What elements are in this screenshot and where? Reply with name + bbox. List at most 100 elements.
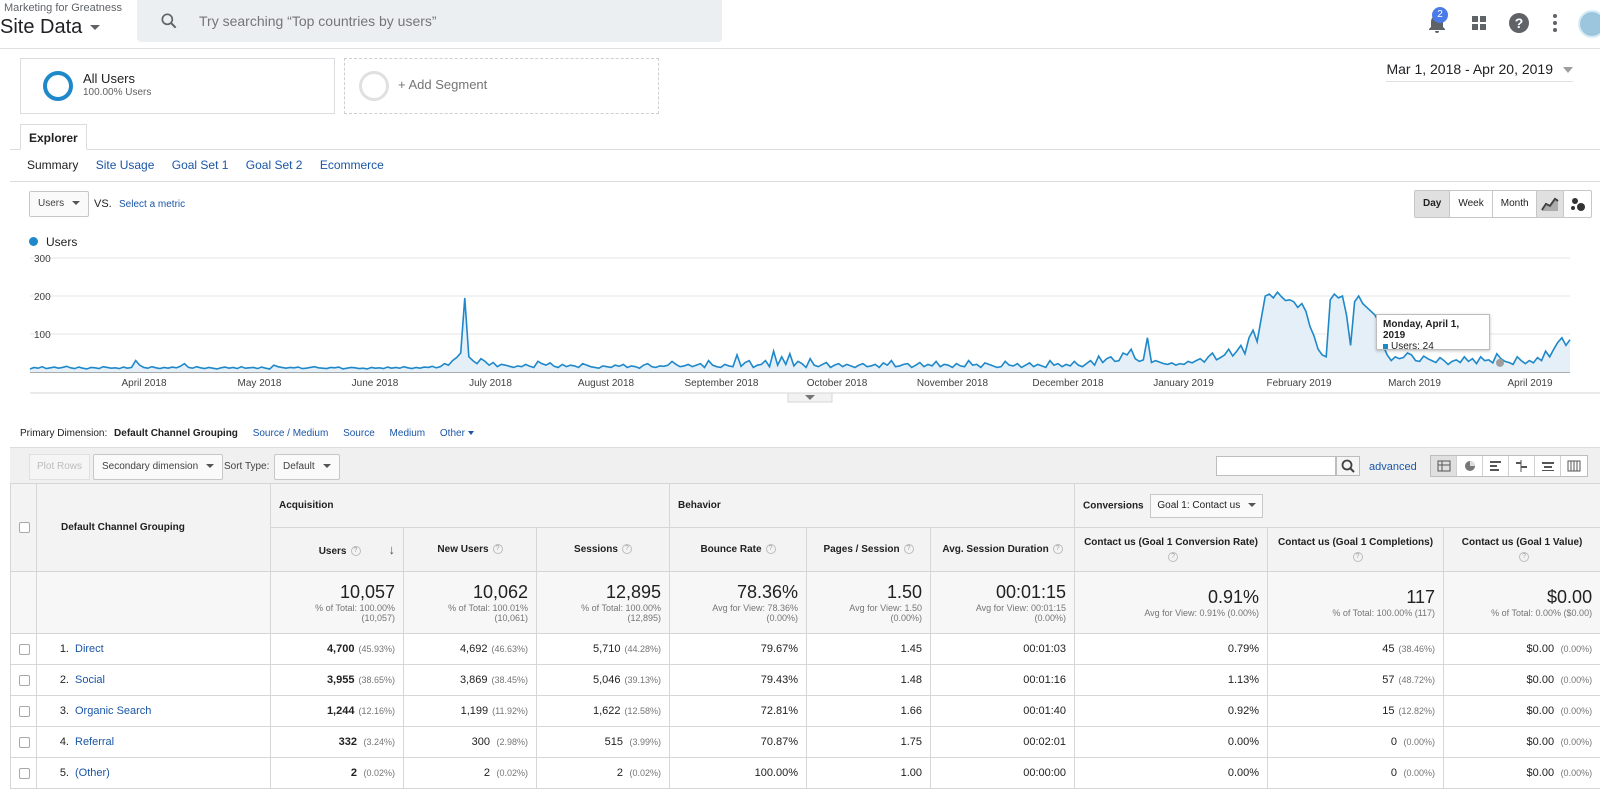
apps-grid-icon[interactable]	[1467, 11, 1491, 35]
x-tick-label: September 2018	[685, 378, 759, 389]
subtab-goal-set-1[interactable]: Goal Set 1	[171, 158, 229, 172]
cell-value: 1.00	[900, 767, 923, 779]
total-value: 10,062	[472, 582, 528, 602]
row-checkbox[interactable]	[19, 674, 30, 686]
row-dimension-cell: 1. Direct	[36, 633, 271, 665]
secondary-dimension-select[interactable]: Secondary dimension	[93, 454, 224, 480]
row-cell-value: $0.00 (0.00%)	[1443, 757, 1600, 789]
motion-chart-icon[interactable]	[1564, 191, 1591, 217]
dimension-other[interactable]: Other	[440, 428, 474, 439]
column-header-goal-completions[interactable]: Contact us (Goal 1 Completions)?	[1267, 527, 1445, 572]
column-header-avg-session-duration[interactable]: Avg. Session Duration?	[930, 527, 1076, 572]
caret-down-icon	[1563, 67, 1573, 74]
table-row[interactable]: 5. (Other) 2 (0.02%) 2 (0.02%) 2 (0.02%) 100.00%…	[10, 757, 1600, 789]
pie-view-icon[interactable]	[1457, 456, 1483, 476]
line-chart-icon[interactable]	[1537, 191, 1565, 217]
total-value: 12,895	[605, 582, 662, 602]
total-note: (0.00%)	[890, 613, 923, 623]
row-dimension-cell: 5. (Other)	[36, 757, 271, 789]
subtab-site-usage[interactable]: Site Usage	[95, 158, 155, 172]
highlighted-point	[1496, 358, 1504, 367]
cell-value: 332	[338, 736, 357, 748]
segment-all-users[interactable]: All Users 100.00% Users	[20, 58, 335, 114]
help-icon[interactable]: ?	[1519, 552, 1530, 562]
search-input[interactable]: Try searching “Top countries by users”	[199, 13, 437, 29]
metric-select[interactable]: Users	[29, 191, 90, 217]
table-row[interactable]: 1. Direct 4,700 (45.93%) 4,692 (46.63%) 5,710(…	[10, 633, 1600, 665]
help-icon[interactable]: ?	[1052, 544, 1063, 555]
more-vert-icon[interactable]	[1543, 11, 1567, 35]
dimension-header[interactable]: Default Channel Grouping	[36, 483, 271, 572]
row-checkbox[interactable]	[19, 643, 30, 655]
column-header-pages-session[interactable]: Pages / Session?	[806, 527, 932, 572]
bar-view-icon[interactable]	[1483, 456, 1509, 476]
advanced-filter-link[interactable]: advanced	[1369, 461, 1417, 473]
week-button[interactable]: Week	[1450, 191, 1493, 217]
row-channel-link[interactable]: Referral	[75, 736, 115, 748]
help-icon[interactable]: ?	[350, 546, 361, 557]
column-header-new-users[interactable]: New Users?	[403, 527, 537, 572]
date-range-picker[interactable]: Mar 1, 2018 - Apr 20, 2019	[1386, 61, 1573, 82]
plot-rows-button[interactable]: Plot Rows	[29, 454, 91, 480]
help-icon[interactable]: ?	[1352, 552, 1363, 562]
tab-explorer[interactable]: Explorer	[20, 124, 87, 150]
row-channel-link[interactable]: Social	[75, 674, 105, 686]
row-channel-link[interactable]: Organic Search	[75, 705, 152, 717]
row-checkbox[interactable]	[19, 705, 30, 717]
add-segment-button[interactable]: + Add Segment	[344, 58, 659, 114]
table-row[interactable]: 3. Organic Search 1,244 (12.16%) 1,199 (11.92…	[10, 695, 1600, 727]
dimension-source[interactable]: Source	[343, 428, 375, 439]
pivot-view-icon[interactable]	[1561, 456, 1587, 476]
table-row[interactable]: 2. Social 3,955 (38.65%) 3,869 (38.45%) 5,046(…	[10, 664, 1600, 696]
help-icon[interactable]: ?	[621, 544, 632, 555]
help-icon[interactable]: ?	[903, 544, 914, 555]
dimension-source-medium[interactable]: Source / Medium	[252, 428, 329, 439]
primary-dimension-active[interactable]: Default Channel Grouping	[114, 428, 238, 439]
totals-empty-cell	[36, 571, 271, 634]
row-channel-link[interactable]: (Other)	[75, 767, 110, 779]
chart-legend: Users	[29, 235, 77, 249]
avatar[interactable]	[1578, 10, 1600, 38]
caret-down-icon	[72, 201, 81, 206]
table-row[interactable]: 4. Referral 332 (3.24%) 300 (2.98%) 515 (3.99%)…	[10, 726, 1600, 758]
day-button[interactable]: Day	[1415, 191, 1451, 217]
month-button[interactable]: Month	[1492, 191, 1537, 217]
sort-type-select[interactable]: Default	[274, 454, 340, 480]
row-checkbox[interactable]	[19, 736, 30, 748]
property-selector[interactable]: Site Data	[0, 16, 101, 39]
row-checkbox-cell	[10, 726, 37, 758]
term-cloud-icon[interactable]	[1535, 456, 1561, 476]
column-header-users[interactable]: Users? ↓	[270, 527, 404, 572]
users-line-chart[interactable]: 300 200 100 April 2018 May 2018 June 2018 July…	[0, 248, 1600, 408]
help-icon[interactable]: ?	[1507, 11, 1531, 35]
help-icon[interactable]: ?	[492, 544, 503, 555]
cell-value: 00:01:40	[1023, 705, 1067, 717]
table-view-icon[interactable]	[1431, 456, 1457, 476]
property-name: Site Data	[0, 16, 83, 38]
row-channel-link[interactable]: Direct	[75, 643, 104, 655]
search-bar[interactable]: Try searching “Top countries by users”	[137, 0, 722, 42]
column-header-goal-conversion-rate[interactable]: Contact us (Goal 1 Conversion Rate)?	[1074, 527, 1269, 572]
table-search-input[interactable]	[1216, 456, 1336, 476]
help-icon[interactable]: ?	[765, 544, 776, 555]
goal-select[interactable]: Goal 1: Contact us	[1150, 493, 1264, 518]
column-header-sessions[interactable]: Sessions?	[535, 527, 671, 572]
table-search-button[interactable]	[1336, 456, 1360, 476]
select-all-checkbox[interactable]	[19, 521, 30, 533]
dimension-medium[interactable]: Medium	[389, 428, 426, 439]
subtab-goal-set-2[interactable]: Goal Set 2	[245, 158, 303, 172]
cell-value: $0.00	[1526, 767, 1555, 779]
row-checkbox[interactable]	[19, 767, 30, 779]
row-cell-sessions: 515 (3.99%)	[535, 726, 671, 758]
cell-value: 2	[616, 767, 624, 779]
column-header-goal-value[interactable]: Contact us (Goal 1 Value)?	[1443, 527, 1600, 572]
column-header-bounce-rate[interactable]: Bounce Rate?	[669, 527, 808, 572]
subtab-summary[interactable]: Summary	[27, 158, 79, 172]
help-icon[interactable]: ?	[1168, 552, 1179, 562]
comparison-view-icon[interactable]	[1509, 456, 1535, 476]
series-area	[30, 292, 1570, 372]
select-metric-link[interactable]: Select a metric	[119, 199, 186, 210]
subtab-ecommerce[interactable]: Ecommerce	[319, 158, 384, 172]
series-line-users[interactable]	[29, 290, 1571, 370]
svg-text:?: ?	[1515, 15, 1524, 31]
